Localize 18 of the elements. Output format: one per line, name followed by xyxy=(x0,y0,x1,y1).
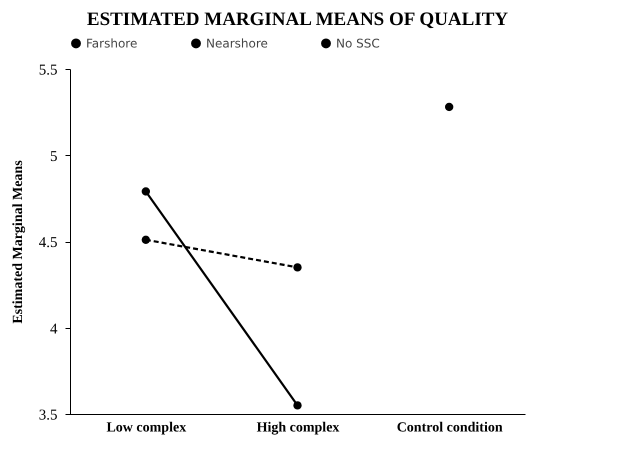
point xyxy=(142,187,150,196)
y-tick-label: 4.5 xyxy=(38,235,58,251)
chart-title: ESTIMATED MARGINAL MEANS OF QUALITY xyxy=(86,9,508,30)
point xyxy=(293,401,302,410)
y-tick-label: 4 xyxy=(50,321,58,338)
point xyxy=(142,236,150,244)
point xyxy=(444,102,454,112)
legend-label: Farshore xyxy=(86,36,138,50)
legend-label: Nearshore xyxy=(206,36,268,50)
y-tick-label: 3.5 xyxy=(38,408,58,424)
legend-label: No SSC xyxy=(336,36,380,50)
y-tick-label: 5.5 xyxy=(38,62,58,78)
x-tick-label: High complex xyxy=(256,420,340,436)
x-tick-label: Low complex xyxy=(106,420,186,436)
y-tick-label: 5 xyxy=(50,148,58,165)
point xyxy=(293,263,302,272)
x-tick-label: Control condition xyxy=(396,420,503,436)
y-axis-title: Estimated Marginal Means xyxy=(10,160,26,324)
